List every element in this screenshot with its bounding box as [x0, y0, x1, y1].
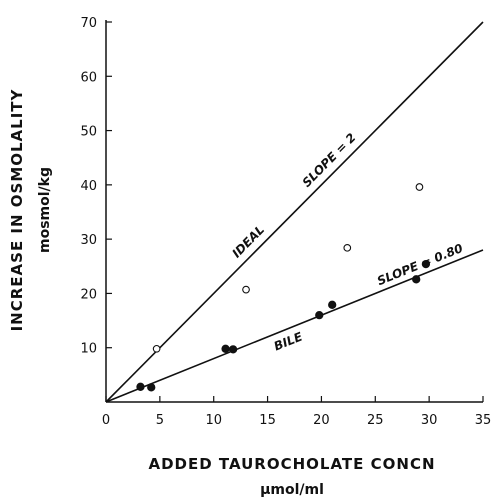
x-axis-unit: μmol/ml — [260, 482, 324, 498]
x-tick-label: 20 — [313, 413, 330, 428]
open-data-point — [242, 285, 250, 294]
fit-lines — [105, 21, 484, 403]
y-tick-label: 20 — [80, 287, 97, 302]
ideal-line — [105, 21, 484, 403]
filled-data-point — [147, 383, 156, 392]
y-tick-label: 50 — [80, 125, 97, 140]
filled-data-point — [221, 344, 230, 353]
x-tick-label: 25 — [367, 413, 384, 428]
filled-data-point — [315, 310, 324, 320]
filled-data-point — [136, 382, 145, 391]
y-axis-unit: mosmol/kg — [37, 167, 53, 253]
y-tick-label: 10 — [80, 342, 97, 357]
filled-data-point — [421, 259, 431, 269]
line-annotation: SLOPE = 0.80 — [375, 241, 465, 288]
x-ticks: 0 5 10 15 20 25 30 35 — [102, 396, 491, 428]
filled-data-point — [228, 345, 238, 354]
data-points — [136, 183, 431, 392]
x-tick-label: 15 — [259, 413, 276, 428]
filled-data-point — [412, 275, 421, 284]
y-ticks: 10 20 30 40 50 60 70 — [80, 16, 112, 357]
y-axis-title: INCREASE IN OSMOLALITY — [8, 88, 26, 331]
open-data-point — [152, 344, 161, 353]
filled-data-point — [328, 300, 337, 309]
line-annotation: IDEAL — [229, 223, 267, 261]
x-axis-title: ADDED TAUROCHOLATE CONCN — [148, 455, 435, 473]
x-tick-label: 0 — [102, 413, 110, 428]
y-tick-label: 30 — [80, 233, 97, 248]
x-tick-label: 5 — [156, 413, 164, 428]
x-tick-label: 35 — [475, 413, 491, 428]
line-annotation: SLOPE = 2 — [300, 130, 359, 189]
bile-line — [105, 249, 484, 403]
y-tick-label: 70 — [80, 16, 97, 31]
y-tick-label: 60 — [80, 70, 97, 85]
y-tick-label: 40 — [80, 179, 97, 194]
x-tick-label: 30 — [421, 413, 438, 428]
open-data-point — [343, 243, 352, 252]
open-data-point — [415, 183, 424, 191]
x-tick-label: 10 — [205, 413, 222, 428]
